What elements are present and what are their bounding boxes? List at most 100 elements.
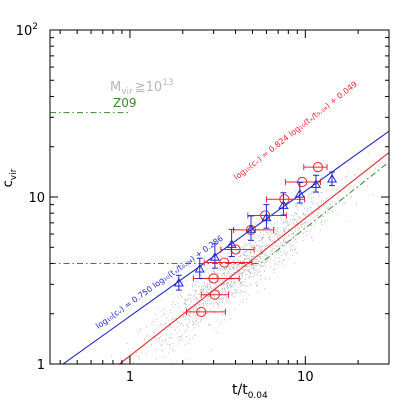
scatter-point [320, 202, 322, 204]
scatter-point [204, 312, 206, 314]
scatter-point [278, 247, 280, 249]
scatter-point [327, 198, 329, 199]
scatter-point [246, 250, 248, 252]
scatter-point [283, 235, 285, 237]
scatter-point [249, 254, 251, 256]
scatter-point [223, 282, 225, 284]
scatter-point [236, 250, 238, 252]
scatter-point [240, 292, 242, 294]
scatter-point [154, 338, 156, 340]
triangle-marker [194, 263, 205, 273]
scatter-point [224, 295, 226, 297]
scatter-point [132, 347, 134, 349]
scatter-point [281, 230, 283, 232]
scatter-point [204, 293, 206, 295]
scatter-point [326, 190, 327, 192]
scatter-point [236, 240, 238, 242]
scatter-point [150, 322, 152, 324]
scatter-point [294, 220, 296, 222]
scatter-point [287, 220, 289, 222]
scatter-point [226, 284, 228, 285]
scatter-point [253, 222, 255, 224]
scatter-point [206, 278, 207, 280]
scatter-point [244, 244, 246, 246]
scatter-point [137, 331, 139, 333]
scatter-point [249, 263, 251, 265]
scatter-point [162, 324, 163, 326]
scatter-point [194, 285, 196, 287]
scatter-point [250, 246, 252, 248]
scatter-point [192, 321, 194, 322]
scatter-point [202, 287, 204, 289]
scatter-point [230, 268, 231, 270]
scatter-point [169, 337, 171, 338]
scatter-point [260, 232, 262, 234]
scatter-point [278, 251, 279, 253]
scatter-point [173, 300, 175, 302]
scatter-point [242, 285, 244, 286]
scatter-point [96, 379, 97, 380]
scatter-point [229, 274, 231, 276]
scatter-point [265, 266, 267, 268]
scatter-point [151, 344, 152, 346]
scatter-point [208, 272, 210, 274]
scatter-point [167, 329, 168, 331]
scatter-point [158, 334, 160, 335]
scatter-point [212, 272, 214, 274]
scatter-point [241, 266, 243, 268]
scatter-point [170, 309, 171, 311]
scatter-point [311, 193, 313, 195]
scatter-point [240, 278, 241, 280]
scatter-point [110, 380, 111, 381]
scatter-point [189, 297, 191, 299]
scatter-point [126, 343, 128, 344]
scatter-point [254, 282, 256, 284]
scatter-point [217, 304, 219, 306]
scatter-point [316, 203, 318, 205]
scatter-point [250, 249, 251, 251]
scatter-point [172, 318, 174, 320]
scatter-point [235, 265, 237, 267]
scatter-point [308, 194, 310, 196]
scatter-point [264, 248, 266, 249]
scatter-point [218, 299, 220, 301]
triangle-marker [209, 252, 220, 261]
scatter-point [305, 215, 307, 217]
scatter-point [294, 218, 296, 220]
scatter-point [206, 292, 208, 294]
scatter-point [341, 178, 343, 180]
scatter-point [146, 365, 147, 366]
scatter-point [194, 291, 196, 293]
scatter-point [204, 266, 206, 268]
scatter-point [325, 200, 327, 202]
scatter-point [294, 224, 296, 226]
scatter-point [266, 245, 268, 246]
scatter-point [233, 279, 235, 281]
scatter-point [206, 286, 208, 288]
scatter-point [296, 241, 298, 243]
scatter-point [202, 290, 204, 292]
scatter-point [260, 274, 262, 276]
scatter-point [256, 284, 258, 286]
scatter-point [243, 253, 244, 255]
scatter-point [261, 246, 262, 247]
scatter-point [193, 327, 194, 329]
scatter-point [228, 279, 230, 281]
scatter-point [290, 233, 292, 235]
scatter-point [327, 213, 329, 215]
scatter-point [166, 317, 168, 319]
scatter-point [207, 285, 208, 286]
scatter-point [226, 273, 228, 275]
scatter-point [274, 228, 276, 230]
scatter-point [198, 310, 200, 312]
scatter-point [301, 226, 303, 227]
scatter-point [252, 260, 254, 262]
scatter-point [323, 216, 324, 218]
scatter-point [304, 214, 306, 216]
scatter-point [322, 205, 324, 207]
scatter-point [195, 306, 197, 308]
scatter-point [317, 204, 319, 206]
scatter-point [224, 289, 226, 290]
scatter-point [206, 291, 208, 293]
scatter-point [245, 278, 246, 280]
